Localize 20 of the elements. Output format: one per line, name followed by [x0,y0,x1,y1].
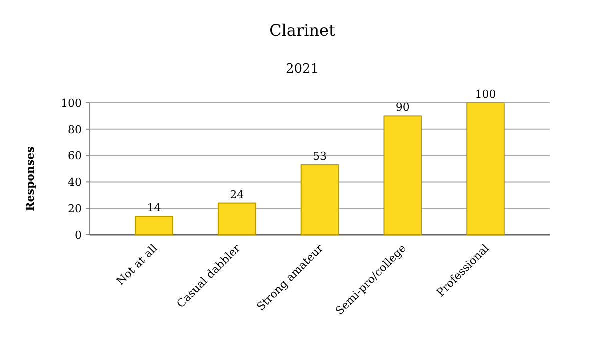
data-label: 14 [147,202,162,215]
data-label: 24 [230,188,244,202]
y-tick-label: 60 [68,150,82,163]
y-tick-label: 100 [61,96,82,110]
y-tick-label: 80 [68,123,82,136]
chart-title: Clarinet [270,21,336,40]
y-tick-label: 20 [68,202,82,216]
y-axis-title: Responses [24,146,37,212]
chart-subtitle: 2021 [286,62,320,77]
x-tick-label: Not at all [114,242,161,288]
bar [135,216,174,236]
bar [466,102,505,236]
y-tick-label: 0 [75,228,82,242]
data-label: 90 [396,101,410,114]
data-label: 100 [475,88,496,101]
y-tick-label: 40 [68,176,82,190]
data-label: 53 [313,150,327,164]
bar [384,116,422,236]
bar [218,202,256,236]
bar [300,164,340,236]
